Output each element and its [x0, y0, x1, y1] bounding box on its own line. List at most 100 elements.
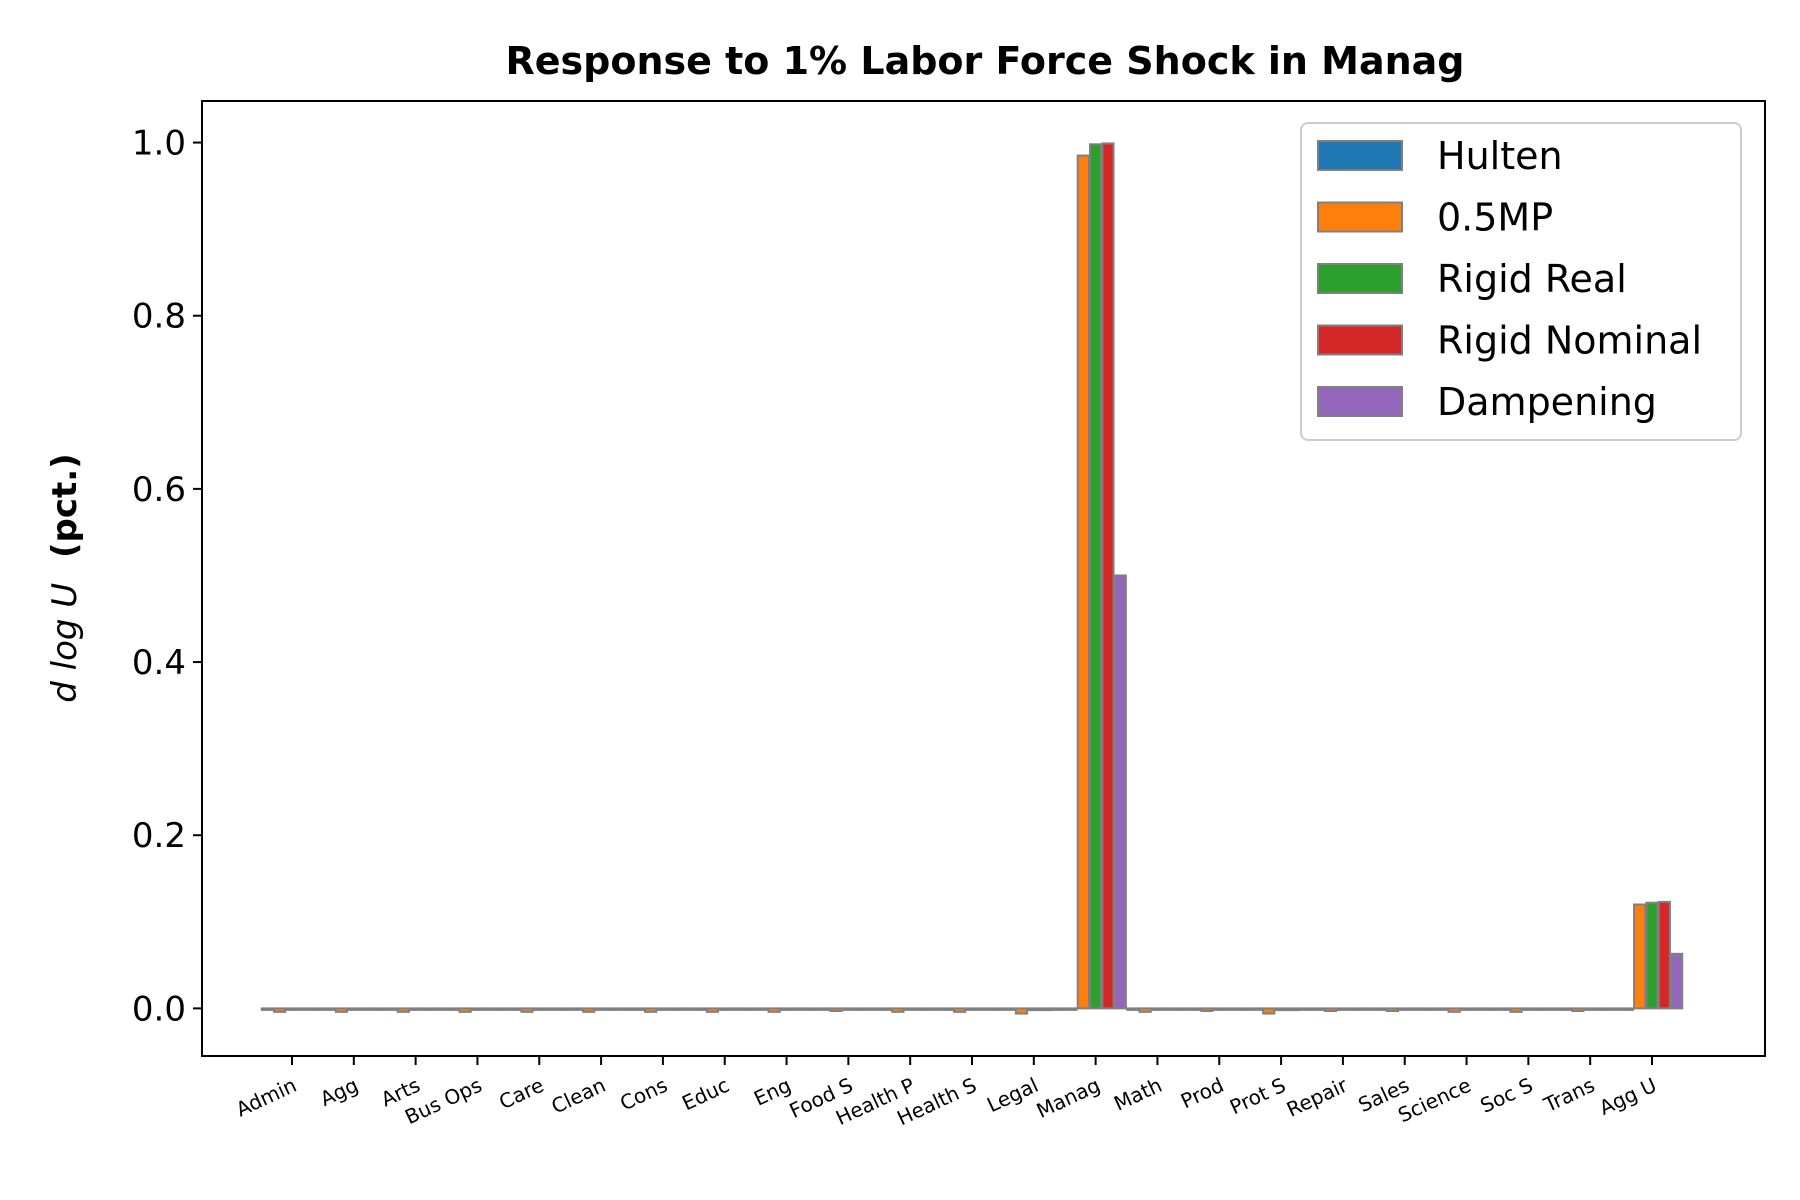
chart-title: Response to 1% Labor Force Shock in Mana…: [505, 39, 1464, 83]
legend-box: [1300, 122, 1742, 441]
bar-rigid-real-math: [1150, 1007, 1165, 1011]
bar-0-5mp-science: [1447, 1007, 1461, 1013]
bar-rigid-real-repair: [1336, 1007, 1350, 1011]
bar-dampening-repair: [1360, 1007, 1375, 1011]
y-tick-label: 0.4: [132, 643, 186, 683]
bar-rigid-nominal-agg: [359, 1007, 373, 1011]
bar-rigid-real-admin: [285, 1007, 299, 1011]
legend-swatch: [1317, 324, 1403, 356]
bar-rigid-real-science: [1459, 1007, 1474, 1011]
bar-0-5mp-health-s: [953, 1007, 967, 1013]
bar-rigid-real-agg: [347, 1007, 361, 1011]
y-tick-label: 0.8: [132, 297, 186, 337]
y-axis-label: d log U (pct.): [45, 453, 85, 702]
bar-rigid-nominal-food-s: [854, 1007, 868, 1011]
bar-hulten-science: [1435, 1007, 1449, 1011]
bar-dampening-manag: [1113, 574, 1127, 1010]
bar-0-5mp-soc-s: [1509, 1007, 1523, 1013]
y-axis-label-unit: (pct.): [45, 453, 85, 558]
bar-dampening-prot-s: [1299, 1007, 1313, 1011]
bar-0-5mp-math: [1138, 1007, 1152, 1013]
y-tick-label: 0.2: [132, 816, 186, 856]
bar-hulten-bus-ops: [446, 1007, 460, 1011]
bar-rigid-nominal-bus-ops: [483, 1007, 497, 1011]
bar-rigid-real-trans: [1583, 1007, 1597, 1011]
bar-0-5mp-agg: [334, 1007, 349, 1013]
bar-rigid-real-legal: [1027, 1007, 1041, 1012]
bar-dampening-trans: [1608, 1007, 1622, 1011]
bar-dampening-sales: [1422, 1007, 1436, 1011]
bar-hulten-health-p: [878, 1007, 893, 1011]
legend-label: Hulten: [1437, 134, 1563, 178]
bar-hulten-health-s: [940, 1007, 954, 1011]
y-tick-label: 0.0: [132, 989, 186, 1029]
bar-dampening-food-s: [866, 1007, 880, 1011]
legend: Hulten 0.5MP Rigid Real Rigid Nominal Dampen…: [1300, 122, 1742, 441]
bar-rigid-nominal-educ: [730, 1007, 744, 1011]
bar-rigid-nominal-health-s: [977, 1007, 991, 1011]
bar-rigid-real-educ: [718, 1007, 732, 1011]
bar-0-5mp-care: [520, 1007, 534, 1013]
bar-hulten-sales: [1373, 1007, 1387, 1011]
bar-rigid-real-manag: [1089, 143, 1103, 1010]
bar-rigid-real-health-s: [965, 1007, 979, 1011]
legend-swatch: [1317, 140, 1403, 171]
bar-rigid-nominal-trans: [1595, 1007, 1610, 1011]
y-axis: 0.0 0.2 0.4 0.6 0.8 1.0: [132, 124, 202, 1029]
bar-rigid-real-cons: [656, 1007, 670, 1011]
bar-rigid-nominal-legal: [1039, 1007, 1053, 1012]
bar-0-5mp-clean: [582, 1007, 596, 1013]
bar-rigid-nominal-agg-u: [1657, 900, 1671, 1010]
bar-hulten-repair: [1311, 1007, 1325, 1011]
bar-0-5mp-prod: [1200, 1007, 1214, 1012]
bar-rigid-nominal-admin: [297, 1007, 311, 1011]
bar-0-5mp-admin: [273, 1007, 287, 1013]
bar-hulten-admin: [260, 1007, 274, 1011]
legend-label: Rigid Nominal: [1437, 319, 1702, 363]
bar-rigid-real-agg-u: [1645, 901, 1659, 1010]
bar-hulten-legal: [1002, 1007, 1016, 1011]
legend-swatch: [1317, 386, 1403, 417]
bar-hulten-prot-s: [1249, 1007, 1264, 1011]
bar-0-5mp-manag: [1076, 154, 1090, 1010]
bar-hulten-arts: [384, 1007, 398, 1011]
bar-dampening-bus-ops: [495, 1007, 509, 1011]
bar-hulten-trans: [1558, 1007, 1573, 1011]
bar-0-5mp-health-p: [891, 1007, 905, 1013]
bar-rigid-real-bus-ops: [470, 1007, 485, 1011]
bar-0-5mp-educ: [705, 1007, 720, 1013]
bar-rigid-nominal-clean: [606, 1007, 621, 1011]
bar-dampening-care: [557, 1007, 571, 1011]
bar-dampening-health-s: [990, 1007, 1004, 1011]
bar-0-5mp-sales: [1385, 1007, 1400, 1012]
legend-swatch: [1317, 201, 1403, 233]
bar-rigid-real-care: [532, 1007, 546, 1011]
bar-dampening-admin: [310, 1007, 324, 1011]
bar-hulten-prod: [1188, 1007, 1202, 1011]
bar-rigid-nominal-science: [1472, 1007, 1486, 1011]
bar-0-5mp-eng: [767, 1007, 781, 1013]
bar-rigid-nominal-care: [544, 1007, 559, 1011]
bar-0-5mp-arts: [396, 1007, 410, 1013]
bar-0-5mp-agg-u: [1633, 903, 1647, 1010]
legend-label: 0.5MP: [1437, 196, 1553, 240]
bar-0-5mp-cons: [643, 1007, 658, 1013]
bar-hulten-manag: [1064, 1007, 1078, 1011]
bar-0-5mp-bus-ops: [458, 1007, 472, 1013]
bar-dampening-soc-s: [1546, 1007, 1560, 1011]
bar-rigid-real-sales: [1398, 1007, 1412, 1011]
legend-label: Rigid Real: [1437, 257, 1627, 301]
y-tick-label: 1.0: [132, 124, 186, 164]
bar-dampening-arts: [433, 1007, 447, 1011]
bar-dampening-legal: [1051, 1007, 1066, 1011]
bar-dampening-agg: [371, 1007, 386, 1011]
bar-rigid-nominal-prot-s: [1286, 1007, 1301, 1012]
bar-rigid-real-soc-s: [1521, 1007, 1535, 1011]
bar-rigid-nominal-math: [1163, 1007, 1177, 1011]
bar-rigid-real-eng: [779, 1007, 794, 1011]
bar-0-5mp-trans: [1571, 1007, 1585, 1012]
bar-dampening-agg-u: [1670, 952, 1684, 1010]
bar-hulten-cons: [631, 1007, 645, 1011]
y-tick-label: 0.6: [132, 470, 186, 510]
bar-rigid-real-health-p: [903, 1007, 917, 1011]
